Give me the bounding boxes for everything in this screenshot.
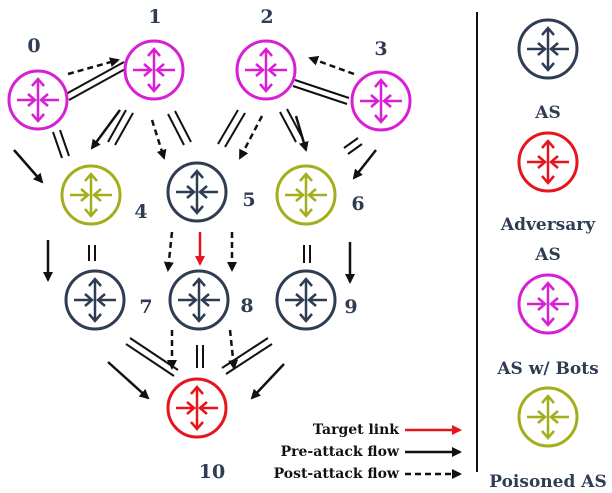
node-label-0: 0 <box>27 35 40 57</box>
peering-link-0-4 <box>52 129 70 159</box>
node-label-8: 8 <box>240 295 253 317</box>
target-link-label: Target link <box>313 422 399 438</box>
post-attack-arrow-2-5 <box>238 115 264 160</box>
peering-link-6-9 <box>303 245 311 263</box>
node-6 <box>275 164 337 226</box>
node-2 <box>235 39 297 101</box>
peering-link-7-10 <box>125 337 179 377</box>
flow-legend: Target link Pre-attack flow Post-attack … <box>274 422 462 482</box>
post-attack-arrow-1-5 <box>150 119 167 160</box>
legend-adversary-icon <box>517 131 579 193</box>
post-attack-arrow-5-7 <box>163 231 174 272</box>
legend-as-label: AS <box>534 103 560 123</box>
post-attack-arrow-8-10-right <box>228 329 239 370</box>
peering-link-8-10 <box>196 345 204 368</box>
pre-attack-label: Pre-attack flow <box>281 444 400 460</box>
peering-link-4-7 <box>88 245 96 261</box>
legend-poisoned-label: Poisoned AS <box>489 472 606 492</box>
peering-link-3-6 <box>343 137 363 155</box>
node-type-legend: AS Adversary AS AS w/ Bots Poisoned AS <box>489 18 607 492</box>
legend-poisoned-icon <box>517 386 579 448</box>
node-label-3: 3 <box>374 38 387 60</box>
pre-attack-flow-arrows <box>13 109 377 400</box>
pre-attack-arrow-3-6 <box>352 149 377 180</box>
post-attack-arrow-3-2 <box>308 56 355 76</box>
node-8 <box>168 269 230 331</box>
node-5 <box>166 161 228 223</box>
node-label-5: 5 <box>242 189 255 211</box>
node-10 <box>166 377 228 439</box>
pre-attack-arrow-1-4 <box>90 109 122 150</box>
node-label-1: 1 <box>148 6 161 28</box>
post-attack-arrow-0-1 <box>67 57 120 76</box>
node-label-10: 10 <box>199 461 225 483</box>
peering-link-1-5 <box>167 110 192 146</box>
pre-attack-arrow-9-10 <box>250 363 285 400</box>
peering-links <box>52 61 363 377</box>
node-label-2: 2 <box>260 6 273 28</box>
node-4 <box>60 164 122 226</box>
post-attack-label: Post-attack flow <box>274 466 400 482</box>
node-0 <box>7 69 69 131</box>
peering-link-1-4 <box>107 109 134 146</box>
legend-as-icon <box>517 18 579 80</box>
legend-adversary-label-2: AS <box>534 245 560 265</box>
node-label-7: 7 <box>139 296 152 318</box>
node-label-6: 6 <box>351 193 364 215</box>
peering-link-2-5 <box>217 109 246 148</box>
pre-attack-arrow-7-10 <box>107 361 150 400</box>
node-labels: 0 1 2 3 4 5 6 7 8 9 10 <box>27 6 387 483</box>
legend-bots-icon <box>517 273 579 335</box>
node-7 <box>64 269 126 331</box>
node-1 <box>123 39 185 101</box>
peering-link-0-1 <box>65 61 128 101</box>
legend-bots-label: AS w/ Bots <box>496 359 598 379</box>
legend-adversary-label: Adversary <box>500 215 596 235</box>
node-label-4: 4 <box>134 201 147 223</box>
peering-link-2-3 <box>292 79 350 105</box>
pre-attack-arrow-2-6 <box>294 115 309 152</box>
pre-attack-arrow-0-4 <box>13 149 44 184</box>
node-9 <box>275 269 337 331</box>
post-attack-flow-arrows <box>67 56 355 370</box>
node-label-9: 9 <box>344 296 357 318</box>
node-3 <box>350 70 412 132</box>
peering-link-9-10 <box>221 337 273 375</box>
